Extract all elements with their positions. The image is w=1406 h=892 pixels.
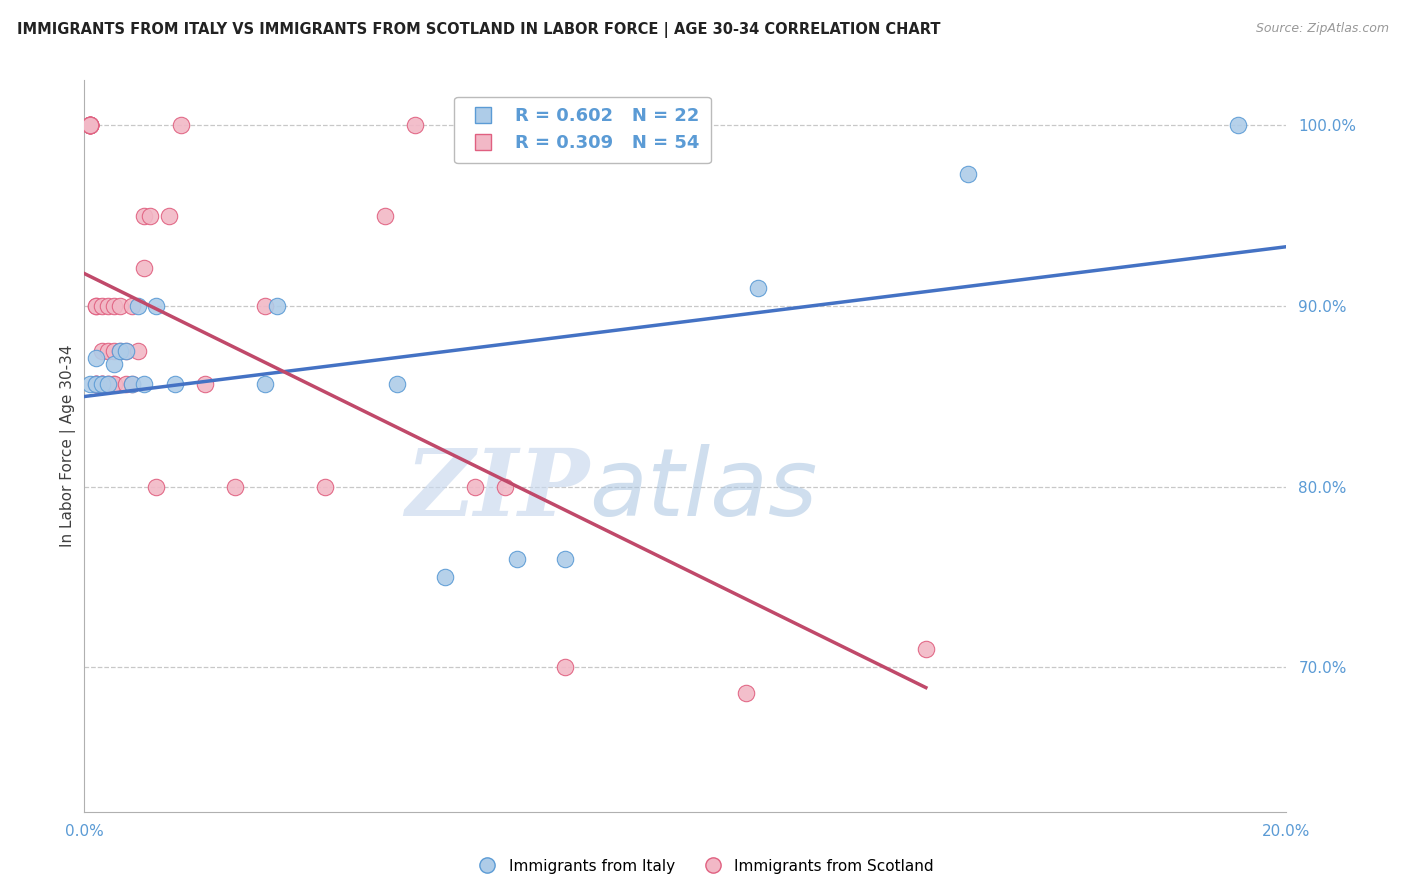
- Point: [110, 344, 132, 359]
- Point: [97, 299, 120, 313]
- Point: [79, 376, 101, 391]
- Point: [134, 261, 156, 276]
- Point: [115, 344, 138, 359]
- Point: [404, 119, 426, 133]
- Point: [224, 480, 246, 494]
- Point: [86, 376, 108, 391]
- Point: [127, 299, 149, 313]
- Point: [110, 344, 132, 359]
- Point: [79, 119, 101, 133]
- Point: [79, 119, 101, 133]
- Point: [79, 119, 101, 133]
- Point: [115, 376, 138, 391]
- Point: [434, 570, 457, 584]
- Point: [97, 376, 120, 391]
- Point: [145, 299, 167, 313]
- Point: [86, 376, 108, 391]
- Point: [86, 299, 108, 313]
- Point: [103, 357, 125, 371]
- Point: [91, 376, 114, 391]
- Point: [86, 376, 108, 391]
- Point: [103, 376, 125, 391]
- Point: [494, 480, 516, 494]
- Point: [121, 376, 143, 391]
- Point: [103, 376, 125, 391]
- Point: [79, 119, 101, 133]
- Point: [121, 376, 143, 391]
- Point: [734, 685, 756, 699]
- Point: [103, 299, 125, 313]
- Point: [374, 209, 396, 223]
- Point: [169, 119, 191, 133]
- Point: [91, 299, 114, 313]
- Text: atlas: atlas: [589, 444, 817, 535]
- Point: [97, 376, 120, 391]
- Point: [253, 376, 276, 391]
- Point: [1227, 119, 1250, 133]
- Point: [464, 480, 486, 494]
- Point: [110, 299, 132, 313]
- Text: ZIP: ZIP: [405, 445, 589, 535]
- Point: [115, 344, 138, 359]
- Point: [134, 376, 156, 391]
- Point: [554, 660, 576, 674]
- Point: [91, 376, 114, 391]
- Point: [314, 480, 336, 494]
- Point: [79, 119, 101, 133]
- Point: [127, 344, 149, 359]
- Point: [91, 376, 114, 391]
- Point: [506, 552, 529, 566]
- Point: [747, 281, 769, 295]
- Point: [163, 376, 186, 391]
- Point: [79, 119, 101, 133]
- Text: Source: ZipAtlas.com: Source: ZipAtlas.com: [1256, 22, 1389, 36]
- Text: IMMIGRANTS FROM ITALY VS IMMIGRANTS FROM SCOTLAND IN LABOR FORCE | AGE 30-34 COR: IMMIGRANTS FROM ITALY VS IMMIGRANTS FROM…: [17, 22, 941, 38]
- Point: [915, 642, 938, 657]
- Point: [134, 209, 156, 223]
- Point: [385, 376, 408, 391]
- Legend: Immigrants from Italy, Immigrants from Scotland: Immigrants from Italy, Immigrants from S…: [465, 853, 941, 880]
- Point: [266, 299, 288, 313]
- Point: [86, 299, 108, 313]
- Point: [97, 376, 120, 391]
- Point: [554, 552, 576, 566]
- Point: [86, 376, 108, 391]
- Point: [157, 209, 180, 223]
- Point: [79, 119, 101, 133]
- Legend: R = 0.602   N = 22, R = 0.309   N = 54: R = 0.602 N = 22, R = 0.309 N = 54: [454, 96, 710, 163]
- Point: [79, 119, 101, 133]
- Point: [91, 376, 114, 391]
- Point: [79, 119, 101, 133]
- Point: [91, 344, 114, 359]
- Point: [194, 376, 217, 391]
- Point: [956, 167, 979, 181]
- Point: [145, 480, 167, 494]
- Point: [139, 209, 162, 223]
- Point: [103, 344, 125, 359]
- Point: [86, 351, 108, 366]
- Y-axis label: In Labor Force | Age 30-34: In Labor Force | Age 30-34: [60, 344, 76, 548]
- Point: [91, 376, 114, 391]
- Point: [253, 299, 276, 313]
- Point: [79, 119, 101, 133]
- Point: [121, 299, 143, 313]
- Point: [97, 344, 120, 359]
- Point: [86, 376, 108, 391]
